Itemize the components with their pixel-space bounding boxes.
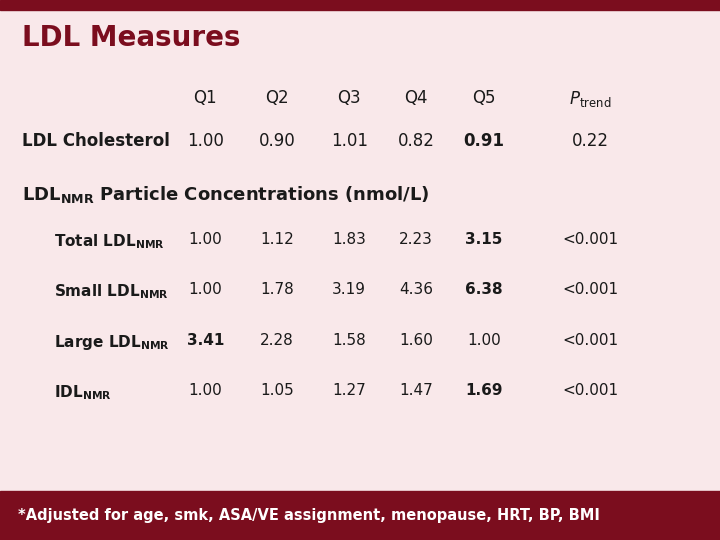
Text: 1.00: 1.00 — [189, 383, 222, 398]
Text: 4.36: 4.36 — [399, 282, 433, 298]
Text: *Adjusted for age, smk, ASA/VE assignment, menopause, HRT, BP, BMI: *Adjusted for age, smk, ASA/VE assignmen… — [18, 508, 600, 523]
Text: LDL$_{\mathregular{NMR}}$ Particle Concentrations (nmol/L): LDL$_{\mathregular{NMR}}$ Particle Conce… — [22, 184, 429, 205]
Text: <0.001: <0.001 — [562, 282, 618, 298]
Text: 1.83: 1.83 — [332, 232, 366, 247]
Text: Total LDL$_{\mathregular{NMR}}$: Total LDL$_{\mathregular{NMR}}$ — [54, 232, 165, 251]
Text: <0.001: <0.001 — [562, 383, 618, 398]
Text: 3.41: 3.41 — [186, 333, 224, 348]
Text: 1.00: 1.00 — [186, 132, 224, 150]
Text: LDL Cholesterol: LDL Cholesterol — [22, 132, 169, 150]
Text: 3.19: 3.19 — [332, 282, 366, 298]
Text: <0.001: <0.001 — [562, 333, 618, 348]
Text: 1.01: 1.01 — [330, 132, 368, 150]
Text: <0.001: <0.001 — [562, 232, 618, 247]
Text: Q2: Q2 — [266, 89, 289, 107]
Text: 1.60: 1.60 — [399, 333, 433, 348]
Text: 0.91: 0.91 — [464, 132, 504, 150]
Text: Small LDL$_{\mathregular{NMR}}$: Small LDL$_{\mathregular{NMR}}$ — [54, 282, 168, 301]
Text: Q1: Q1 — [194, 89, 217, 107]
Text: 0.82: 0.82 — [397, 132, 435, 150]
Text: 1.05: 1.05 — [261, 383, 294, 398]
Text: 1.47: 1.47 — [400, 383, 433, 398]
Text: 2.23: 2.23 — [399, 232, 433, 247]
Text: 1.00: 1.00 — [467, 333, 500, 348]
Text: 2.28: 2.28 — [261, 333, 294, 348]
Text: Q5: Q5 — [472, 89, 495, 107]
Text: Q3: Q3 — [338, 89, 361, 107]
Text: IDL$_{\mathregular{NMR}}$: IDL$_{\mathregular{NMR}}$ — [54, 383, 112, 402]
Text: 1.58: 1.58 — [333, 333, 366, 348]
Text: 3.15: 3.15 — [465, 232, 503, 247]
Text: 1.00: 1.00 — [189, 282, 222, 298]
Text: 1.27: 1.27 — [333, 383, 366, 398]
Text: Large LDL$_{\mathregular{NMR}}$: Large LDL$_{\mathregular{NMR}}$ — [54, 333, 170, 352]
Text: 1.00: 1.00 — [189, 232, 222, 247]
Text: 0.90: 0.90 — [258, 132, 296, 150]
Text: 1.78: 1.78 — [261, 282, 294, 298]
Text: 1.12: 1.12 — [261, 232, 294, 247]
Text: 1.69: 1.69 — [465, 383, 503, 398]
Text: $\it{P}$$_{\mathregular{trend}}$: $\it{P}$$_{\mathregular{trend}}$ — [570, 89, 611, 109]
Text: LDL Measures: LDL Measures — [22, 24, 240, 52]
Text: 0.22: 0.22 — [572, 132, 609, 150]
Text: 6.38: 6.38 — [465, 282, 503, 298]
Text: Q4: Q4 — [405, 89, 428, 107]
